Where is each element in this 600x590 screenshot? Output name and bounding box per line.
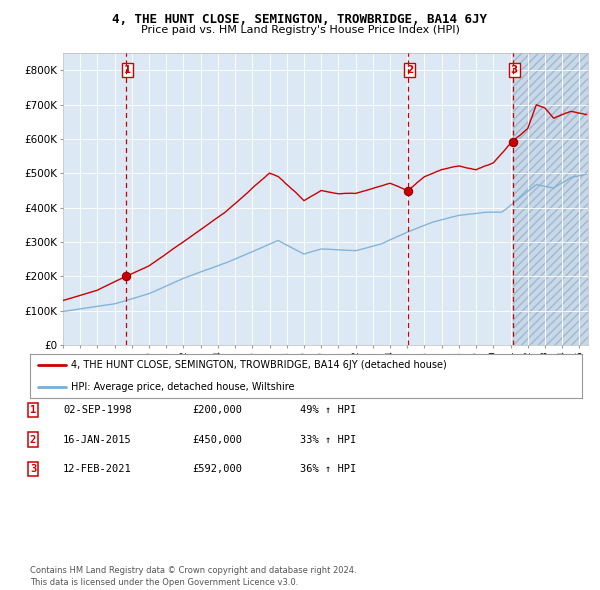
Bar [512,53,588,345]
Text: 12-FEB-2021: 12-FEB-2021 [63,464,132,474]
Text: Contains HM Land Registry data © Crown copyright and database right 2024.
This d: Contains HM Land Registry data © Crown c… [30,566,356,587]
Text: 02-SEP-1998: 02-SEP-1998 [63,405,132,415]
Text: 1: 1 [30,405,36,415]
Text: 36% ↑ HPI: 36% ↑ HPI [300,464,356,474]
Text: £450,000: £450,000 [192,435,242,444]
Bar [512,53,588,345]
Text: 3: 3 [30,464,36,474]
Text: HPI: Average price, detached house, Wiltshire: HPI: Average price, detached house, Wilt… [71,382,295,392]
Text: 1: 1 [124,65,131,76]
Text: 4, THE HUNT CLOSE, SEMINGTON, TROWBRIDGE, BA14 6JY (detached house): 4, THE HUNT CLOSE, SEMINGTON, TROWBRIDGE… [71,360,447,370]
Text: 2: 2 [406,65,413,76]
Text: 2: 2 [30,435,36,444]
Text: £592,000: £592,000 [192,464,242,474]
Text: 33% ↑ HPI: 33% ↑ HPI [300,435,356,444]
Text: 4, THE HUNT CLOSE, SEMINGTON, TROWBRIDGE, BA14 6JY: 4, THE HUNT CLOSE, SEMINGTON, TROWBRIDGE… [113,13,487,26]
Text: 49% ↑ HPI: 49% ↑ HPI [300,405,356,415]
Text: 16-JAN-2015: 16-JAN-2015 [63,435,132,444]
Text: Price paid vs. HM Land Registry's House Price Index (HPI): Price paid vs. HM Land Registry's House … [140,25,460,35]
Text: 3: 3 [511,65,518,76]
Text: £200,000: £200,000 [192,405,242,415]
